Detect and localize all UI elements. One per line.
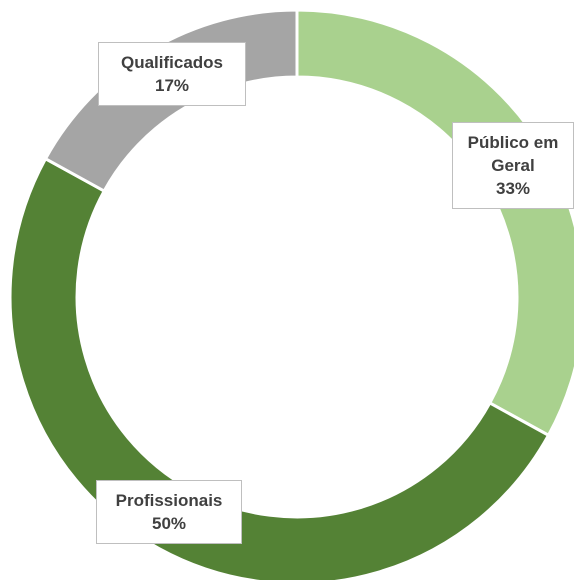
label-name: Público em Geral: [467, 133, 559, 175]
label-value: 17%: [154, 76, 190, 95]
donut-slice: [295, 8, 574, 438]
label-value: 50%: [151, 514, 187, 533]
data-label: Profissionais 50%: [96, 480, 242, 544]
data-label: Público em Geral 33%: [452, 122, 574, 209]
label-name: Qualificados: [120, 53, 224, 72]
label-value: 33%: [495, 179, 531, 198]
label-name: Profissionais: [115, 491, 223, 510]
data-label: Qualificados 17%: [98, 42, 246, 106]
donut-slice: [8, 156, 551, 580]
